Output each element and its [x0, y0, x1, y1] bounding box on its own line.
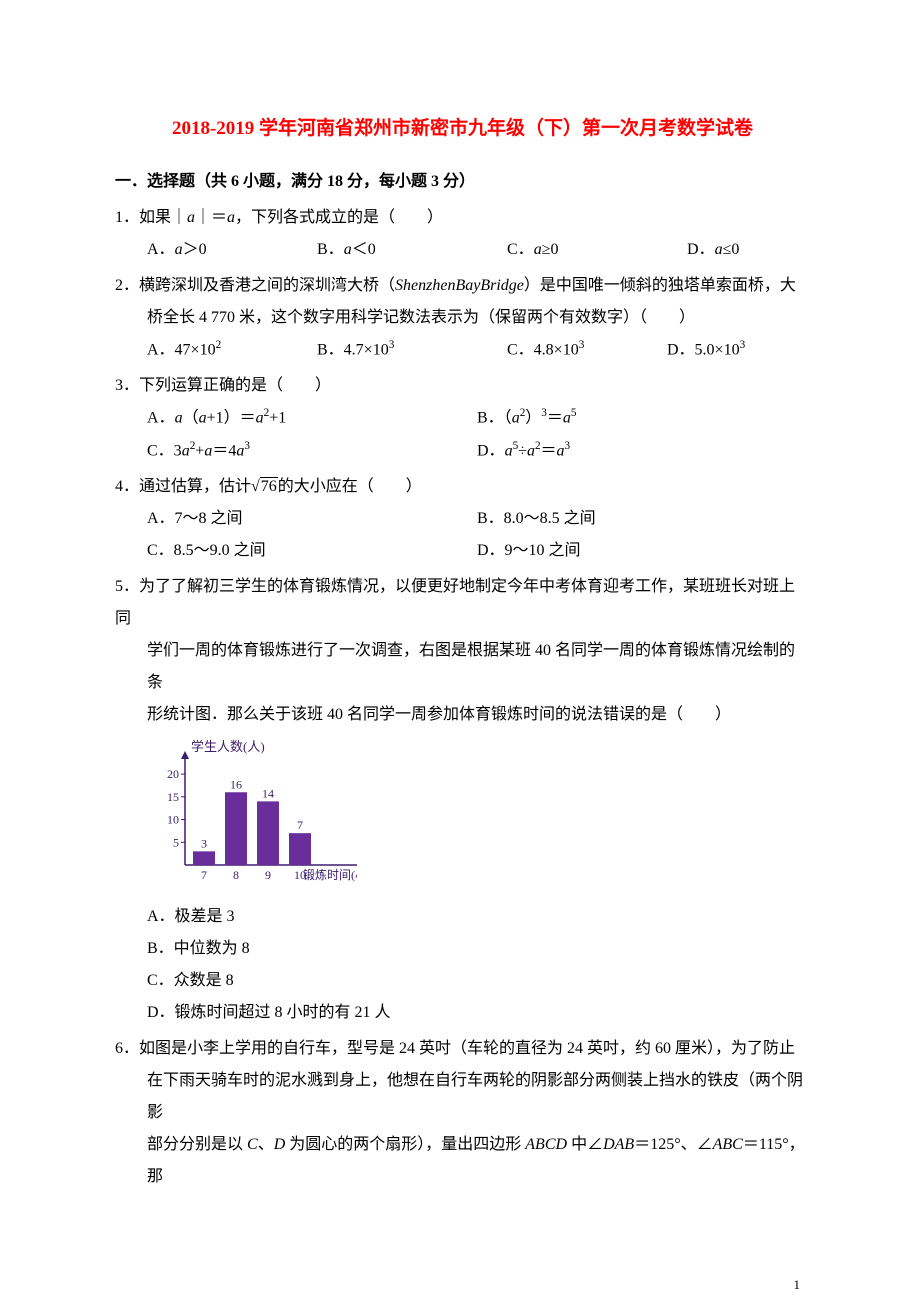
q2-opt-d: D．5.0×103 — [667, 334, 745, 366]
q2-stem-2: 桥全长 4 770 米，这个数字用科学记数法表示为（保留两个有效数字）（ ） — [115, 302, 810, 334]
q4-opt-b: B．8.0～8.5 之间 — [477, 503, 810, 535]
q1-options: A．a＞0 B．a＜0 C．a≥0 D．a≤0 — [115, 234, 810, 266]
svg-text:8: 8 — [233, 868, 239, 882]
q3-opt-d: D．a5÷a2＝a3 — [477, 435, 810, 467]
q1-opt-a: A．a＞0 — [147, 234, 317, 266]
q3-options-row1: A．a（a+1）＝a2+1 B．（a2）3＝a5 — [115, 402, 810, 434]
q1-opt-d: D．a≤0 — [687, 234, 739, 266]
q5-opt-a: A．极差是 3 — [115, 901, 810, 933]
q2-stem-1: 2．横跨深圳及香港之间的深圳湾大桥（ShenzhenBayBridge）是中国唯… — [115, 270, 810, 302]
q6-stem-1: 6．如图是小李上学用的自行车，型号是 24 英吋（车轮的直径为 24 英吋，约 … — [115, 1033, 810, 1065]
svg-text:20: 20 — [167, 767, 179, 781]
question-3: 3．下列运算正确的是（ ） A．a（a+1）＝a2+1 B．（a2）3＝a5 C… — [115, 370, 810, 467]
section-header: 一．选择题（共 6 小题，满分 18 分，每小题 3 分） — [115, 166, 810, 198]
bar-chart: 学生人数(人)510152037168149710锻炼时间(小时) — [147, 735, 810, 897]
q3-stem: 3．下列运算正确的是（ ） — [115, 370, 810, 402]
q1-stem: 1．如果｜a｜＝a，下列各式成立的是（ ） — [115, 202, 810, 234]
svg-text:9: 9 — [265, 868, 271, 882]
page-number: 1 — [0, 1237, 920, 1293]
q1-opt-b: B．a＜0 — [317, 234, 507, 266]
q1-opt-c: C．a≥0 — [507, 234, 687, 266]
q3-opt-c: C．3a2+a＝4a3 — [147, 435, 477, 467]
q4-opt-d: D．9～10 之间 — [477, 535, 810, 567]
svg-text:10: 10 — [167, 813, 179, 827]
bar-chart-svg: 学生人数(人)510152037168149710锻炼时间(小时) — [147, 735, 357, 885]
q2-options: A．47×102 B．4.7×103 C．4.8×103 D．5.0×103 — [115, 334, 810, 366]
q5-opt-d: D．锻炼时间超过 8 小时的有 21 人 — [115, 997, 810, 1029]
svg-text:锻炼时间(小时): 锻炼时间(小时) — [303, 867, 357, 882]
question-1: 1．如果｜a｜＝a，下列各式成立的是（ ） A．a＞0 B．a＜0 C．a≥0 … — [115, 202, 810, 266]
q4-opt-c: C．8.5～9.0 之间 — [147, 535, 477, 567]
q5-opt-c: C．众数是 8 — [115, 965, 810, 997]
svg-text:3: 3 — [201, 836, 207, 850]
q4-options-row2: C．8.5～9.0 之间 D．9～10 之间 — [115, 535, 810, 567]
q2-opt-b: B．4.7×103 — [317, 334, 507, 366]
q4-stem: 4．通过估算，估计√76的大小应在（ ） — [115, 471, 810, 503]
question-2: 2．横跨深圳及香港之间的深圳湾大桥（ShenzhenBayBridge）是中国唯… — [115, 270, 810, 366]
svg-text:5: 5 — [173, 835, 179, 849]
question-5: 5．为了了解初三学生的体育锻炼情况，以便更好地制定今年中考体育迎考工作，某班班长… — [115, 571, 810, 1029]
q6-stem-2: 在下雨天骑车时的泥水溅到身上，他想在自行车两轮的阴影部分两侧装上挡水的铁皮（两个… — [115, 1065, 810, 1129]
q5-stem-3: 形统计图．那么关于该班 40 名同学一周参加体育锻炼时间的说法错误的是（ ） — [115, 699, 810, 731]
q4-opt-a: A．7～8 之间 — [147, 503, 477, 535]
q3-options-row2: C．3a2+a＝4a3 D．a5÷a2＝a3 — [115, 435, 810, 467]
q5-stem-1: 5．为了了解初三学生的体育锻炼情况，以便更好地制定今年中考体育迎考工作，某班班长… — [115, 571, 810, 635]
svg-text:14: 14 — [262, 786, 274, 800]
svg-text:15: 15 — [167, 790, 179, 804]
svg-text:学生人数(人): 学生人数(人) — [191, 739, 265, 754]
svg-text:7: 7 — [297, 818, 303, 832]
svg-text:7: 7 — [201, 868, 207, 882]
question-6: 6．如图是小李上学用的自行车，型号是 24 英吋（车轮的直径为 24 英吋，约 … — [115, 1033, 810, 1193]
q4-options-row1: A．7～8 之间 B．8.0～8.5 之间 — [115, 503, 810, 535]
q5-stem-2: 学们一周的体育锻炼进行了一次调查，右图是根据某班 40 名同学一周的体育锻炼情况… — [115, 635, 810, 699]
q3-opt-b: B．（a2）3＝a5 — [477, 402, 810, 434]
svg-text:16: 16 — [230, 777, 242, 791]
q5-opt-b: B．中位数为 8 — [115, 933, 810, 965]
question-4: 4．通过估算，估计√76的大小应在（ ） A．7～8 之间 B．8.0～8.5 … — [115, 471, 810, 567]
q2-opt-c: C．4.8×103 — [507, 334, 667, 366]
q3-opt-a: A．a（a+1）＝a2+1 — [147, 402, 477, 434]
q6-stem-3: 部分分别是以 C、D 为圆心的两个扇形），量出四边形 ABCD 中∠DAB＝12… — [115, 1129, 810, 1193]
q2-opt-a: A．47×102 — [147, 334, 317, 366]
exam-title: 2018-2019 学年河南省郑州市新密市九年级（下）第一次月考数学试卷 — [115, 110, 810, 148]
